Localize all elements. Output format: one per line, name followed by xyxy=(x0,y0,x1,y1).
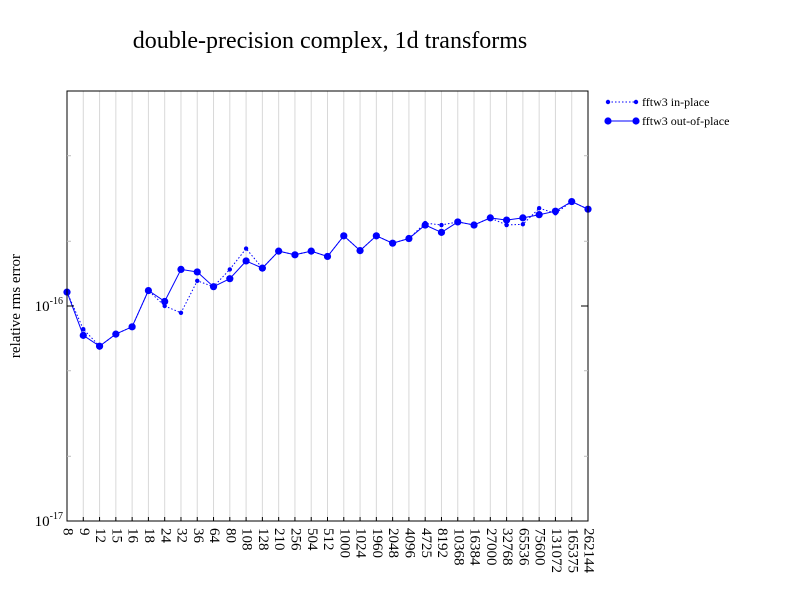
data-point-series-2 xyxy=(242,257,250,265)
data-point-series-2 xyxy=(470,221,478,229)
data-point-series-1 xyxy=(243,246,249,251)
data-point-series-2 xyxy=(568,197,576,206)
data-point-series-2 xyxy=(128,323,136,331)
chart-title: double-precision complex, 1d transforms xyxy=(132,28,528,54)
series-line-1 xyxy=(66,201,589,347)
legend: fftw3 in-place fftw3 out-of-place xyxy=(604,95,729,128)
data-point-series-2 xyxy=(161,297,169,306)
x-tick-label: 8 xyxy=(60,528,76,536)
x-tick-label: 165375 xyxy=(564,528,580,573)
x-tick-label: 128 xyxy=(255,528,271,551)
data-point-series-1 xyxy=(439,222,444,228)
x-tick-label: 262144 xyxy=(581,528,597,574)
x-tick-label: 2048 xyxy=(385,528,401,558)
x-tick-label: 27000 xyxy=(483,528,499,566)
data-point-series-2 xyxy=(258,264,266,272)
x-tick-label: 210 xyxy=(271,528,287,551)
legend-marker-1 xyxy=(605,99,611,105)
x-tick-label: 4096 xyxy=(401,528,417,559)
x-tick-label: 9 xyxy=(76,528,92,536)
x-tick-label: 64 xyxy=(206,528,222,544)
x-tick-label: 24 xyxy=(157,528,173,544)
x-tick-label: 512 xyxy=(320,528,336,551)
x-tick-label: 8192 xyxy=(434,528,450,558)
x-tick-label: 1000 xyxy=(336,528,352,558)
x-tick-label: 16384 xyxy=(467,528,483,566)
data-point-series-2 xyxy=(356,246,364,255)
x-tick-label: 256 xyxy=(288,528,304,551)
data-point-series-2 xyxy=(209,283,218,291)
data-point-series-2 xyxy=(454,218,462,226)
x-tick-label: 32 xyxy=(174,528,190,543)
x-tick-label: 36 xyxy=(190,528,206,544)
data-point-series-1 xyxy=(81,326,86,332)
data-point-series-2 xyxy=(307,247,315,255)
data-point-series-2 xyxy=(323,252,332,261)
legend-label-1: fftw3 in-place xyxy=(642,95,709,109)
legend-marker-2 xyxy=(604,117,612,125)
data-point-series-2 xyxy=(226,275,234,283)
data-point-series-2 xyxy=(535,211,543,219)
x-tick-label: 65536 xyxy=(515,528,531,566)
y-axis-label: relative rms error xyxy=(8,254,24,358)
x-tick-label: 10368 xyxy=(450,528,466,566)
data-point-series-2 xyxy=(112,330,120,338)
data-point-series-2 xyxy=(437,228,446,236)
data-point-series-2 xyxy=(486,214,494,222)
x-tick-label: 504 xyxy=(304,528,320,551)
x-tick-label: 32768 xyxy=(499,528,515,566)
data-point-series-1 xyxy=(162,303,167,309)
data-point-series-2 xyxy=(291,251,299,259)
data-point-series-2 xyxy=(421,221,429,229)
x-tick-label: 80 xyxy=(222,528,238,543)
data-point-series-2 xyxy=(519,214,527,222)
data-point-series-2 xyxy=(95,342,104,350)
data-point-series-2 xyxy=(275,247,283,255)
data-point-series-2 xyxy=(340,232,348,240)
data-point-series-2 xyxy=(372,232,380,240)
y-tick-label: 10-16 xyxy=(35,296,63,315)
x-tick-label: 15 xyxy=(108,528,124,543)
data-point-series-1 xyxy=(536,206,542,211)
data-point-series-2 xyxy=(177,265,185,273)
legend-marker-2 xyxy=(632,117,640,125)
legend-marker-1 xyxy=(633,99,639,105)
data-point-series-1 xyxy=(227,267,233,272)
data-point-series-2 xyxy=(193,268,201,276)
series-layer xyxy=(63,197,592,350)
x-tick-label: 108 xyxy=(239,528,255,551)
grid-lines xyxy=(82,91,573,521)
data-point-series-1 xyxy=(504,222,509,228)
data-point-series-2 xyxy=(502,216,511,224)
x-tick-label: 131072 xyxy=(548,528,564,573)
data-point-series-2 xyxy=(79,331,87,339)
axes: 8 9 12 15 16 18 24 32 36 64 80 108 128 210 256 504 512 10… xyxy=(35,155,597,574)
data-point-series-1 xyxy=(178,310,184,315)
x-tick-label: 16 xyxy=(125,528,141,544)
x-tick-label: 18 xyxy=(141,528,157,543)
data-point-series-2 xyxy=(405,234,413,243)
data-point-series-2 xyxy=(389,239,397,247)
x-tick-label: 75600 xyxy=(532,528,548,566)
x-tick-label: 1960 xyxy=(369,528,385,558)
x-tick-label: 12 xyxy=(92,528,108,543)
data-point-series-2 xyxy=(144,286,153,295)
data-point-series-2 xyxy=(551,207,560,215)
legend-label-2: fftw3 out-of-place xyxy=(642,114,729,128)
x-tick-label: 1024 xyxy=(353,528,369,559)
x-tick-label: 4725 xyxy=(418,528,434,558)
data-point-series-1 xyxy=(195,278,200,283)
data-point-series-1 xyxy=(520,222,526,227)
y-tick-label: 10-17 xyxy=(35,511,63,530)
